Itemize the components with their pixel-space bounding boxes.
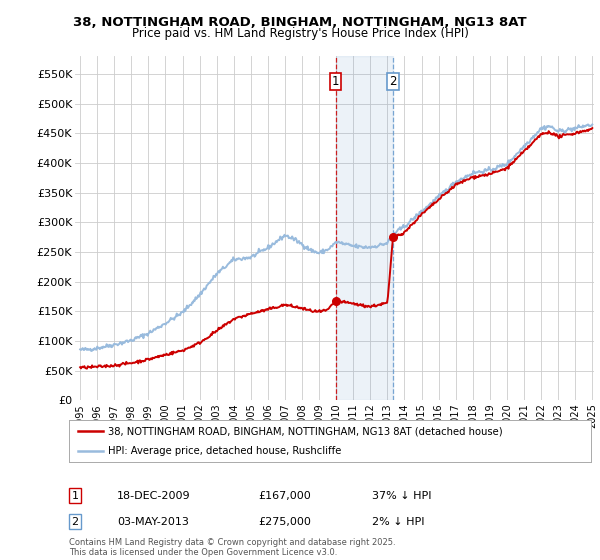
Text: £167,000: £167,000 — [258, 491, 311, 501]
Text: Contains HM Land Registry data © Crown copyright and database right 2025.
This d: Contains HM Land Registry data © Crown c… — [69, 538, 395, 557]
Text: £275,000: £275,000 — [258, 517, 311, 527]
Text: 2% ↓ HPI: 2% ↓ HPI — [372, 517, 425, 527]
Text: 1: 1 — [71, 491, 79, 501]
Text: 1: 1 — [332, 76, 339, 88]
Text: 03-MAY-2013: 03-MAY-2013 — [117, 517, 189, 527]
Text: 38, NOTTINGHAM ROAD, BINGHAM, NOTTINGHAM, NG13 8AT: 38, NOTTINGHAM ROAD, BINGHAM, NOTTINGHAM… — [73, 16, 527, 29]
Text: 37% ↓ HPI: 37% ↓ HPI — [372, 491, 431, 501]
Bar — [335, 56, 393, 400]
Text: 18-DEC-2009: 18-DEC-2009 — [117, 491, 191, 501]
Text: Price paid vs. HM Land Registry's House Price Index (HPI): Price paid vs. HM Land Registry's House … — [131, 27, 469, 40]
Text: 38, NOTTINGHAM ROAD, BINGHAM, NOTTINGHAM, NG13 8AT (detached house): 38, NOTTINGHAM ROAD, BINGHAM, NOTTINGHAM… — [108, 426, 503, 436]
Text: 2: 2 — [71, 517, 79, 527]
Text: HPI: Average price, detached house, Rushcliffe: HPI: Average price, detached house, Rush… — [108, 446, 341, 456]
Text: 2: 2 — [389, 76, 397, 88]
